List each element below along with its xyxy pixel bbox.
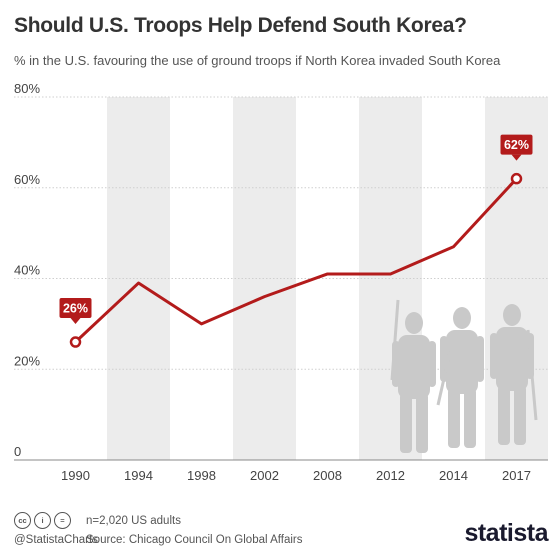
source-note: Source: Chicago Council On Global Affair…	[86, 534, 303, 546]
no-derivatives-icon: =	[54, 512, 71, 529]
attribution-icon: i	[34, 512, 51, 529]
statista-logo[interactable]: statista	[464, 519, 548, 547]
data-point-marker	[69, 336, 82, 348]
callout-box	[59, 298, 92, 319]
chart-subtitle: % in the U.S. favouring the use of groun…	[14, 53, 501, 68]
twitter-handle[interactable]: @StatistaCharts	[14, 534, 98, 546]
creative-commons-icon: cc	[14, 512, 31, 529]
x-tick-label: 1994	[124, 468, 153, 483]
callout-pointer	[511, 154, 522, 161]
x-tick-label: 2017	[502, 468, 531, 483]
sample-size-note: n=2,020 US adults	[86, 515, 181, 527]
callout-pointer	[70, 318, 81, 325]
y-tick-label: 80%	[14, 81, 40, 96]
license-icons: cc i =	[14, 512, 71, 529]
x-tick-label: 2002	[250, 468, 279, 483]
y-tick-label: 20%	[14, 353, 40, 368]
y-tick-label: 60%	[14, 172, 40, 187]
soldier-silhouette-icon	[390, 299, 538, 453]
background-band	[107, 97, 170, 460]
background-band	[233, 97, 296, 460]
x-tick-label: 1990	[61, 468, 90, 483]
y-tick-label: 0	[14, 444, 21, 459]
x-tick-label: 1998	[187, 468, 216, 483]
callout-box	[500, 134, 533, 155]
x-tick-label: 2014	[439, 468, 468, 483]
x-tick-label: 2012	[376, 468, 405, 483]
series-line	[74, 177, 518, 344]
data-point-marker	[510, 172, 523, 185]
y-tick-label: 40%	[14, 263, 40, 278]
data-label: 62%	[504, 138, 529, 152]
chart-title: Should U.S. Troops Help Defend South Kor…	[14, 14, 467, 37]
x-tick-label: 2008	[313, 468, 342, 483]
data-label: 26%	[63, 302, 88, 316]
